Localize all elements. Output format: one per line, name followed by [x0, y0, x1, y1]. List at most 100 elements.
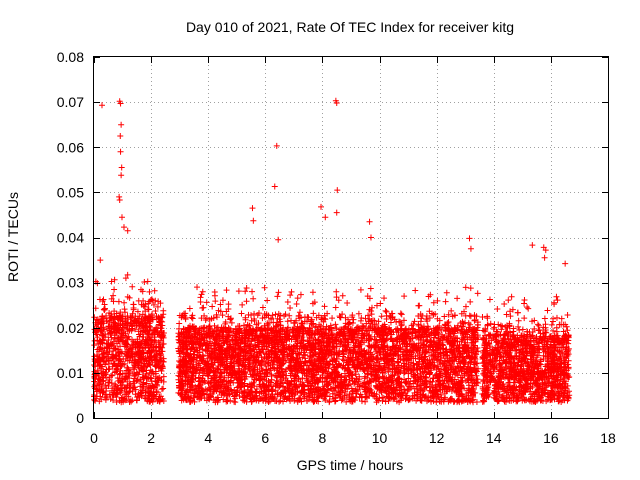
- data-point: [114, 375, 121, 382]
- data-point: [125, 393, 132, 400]
- data-point: [156, 344, 163, 351]
- data-point: [108, 387, 115, 394]
- data-point: [152, 297, 159, 304]
- data-point: [146, 288, 153, 295]
- data-point: [138, 301, 145, 308]
- data-point: [99, 298, 106, 305]
- data-point: [126, 381, 133, 388]
- data-point: [339, 292, 346, 299]
- data-point: [136, 359, 143, 366]
- data-point: [130, 364, 137, 371]
- data-point: [115, 298, 122, 305]
- data-point: [112, 369, 119, 376]
- data-point: [467, 298, 474, 305]
- data-point: [91, 342, 98, 349]
- data-point: [125, 333, 132, 340]
- data-point: [235, 288, 242, 295]
- data-point: [443, 289, 450, 296]
- data-point: [155, 377, 162, 384]
- data-point: [108, 334, 115, 341]
- data-point: [135, 344, 142, 351]
- data-point: [155, 321, 162, 328]
- data-point: [134, 308, 141, 315]
- data-point: [151, 394, 158, 401]
- data-point: [136, 323, 143, 330]
- data-point: [122, 391, 129, 398]
- data-point: [329, 315, 336, 322]
- data-point: [123, 384, 130, 391]
- data-point: [99, 378, 106, 385]
- data-point: [117, 387, 124, 394]
- data-point: [122, 341, 129, 348]
- data-point: [239, 301, 246, 308]
- data-point: [152, 356, 159, 363]
- data-point: [103, 366, 110, 373]
- data-point: [124, 320, 131, 327]
- data-point: [194, 284, 201, 291]
- data-point: [110, 319, 117, 326]
- data-point: [99, 390, 106, 397]
- data-point: [122, 348, 129, 355]
- data-point: [123, 373, 130, 380]
- data-point: [106, 348, 113, 355]
- data-point: [98, 324, 105, 331]
- data-point: [106, 327, 113, 334]
- data-point: [211, 292, 218, 299]
- data-point: [128, 398, 135, 405]
- data-point: [140, 334, 147, 341]
- data-point: [221, 374, 228, 381]
- data-point: [98, 318, 105, 325]
- data-point: [110, 361, 117, 368]
- data-point: [288, 288, 295, 295]
- data-point: [145, 388, 152, 395]
- data-point: [152, 307, 159, 314]
- data-point: [108, 295, 115, 302]
- data-point: [146, 369, 153, 376]
- data-point: [128, 320, 135, 327]
- data-point: [294, 295, 301, 302]
- data-point: [158, 348, 165, 355]
- data-point: [398, 311, 405, 318]
- data-point: [91, 378, 98, 385]
- data-point: [118, 313, 125, 320]
- data-point: [120, 328, 127, 335]
- data-point: [199, 288, 206, 295]
- data-point: [309, 289, 316, 296]
- data-point: [397, 310, 404, 317]
- data-point: [157, 318, 164, 325]
- data-point: [115, 334, 122, 341]
- data-point: [100, 306, 107, 313]
- data-point: [111, 313, 118, 320]
- data-point: [95, 357, 102, 364]
- data-point: [115, 326, 122, 333]
- data-point: [145, 313, 152, 320]
- data-point: [119, 381, 126, 388]
- data-point: [151, 354, 158, 361]
- data-point: [136, 354, 143, 361]
- data-point: [337, 314, 344, 321]
- data-point: [200, 304, 207, 311]
- data-point: [114, 325, 121, 332]
- data-point: [133, 369, 140, 376]
- data-point: [142, 308, 149, 315]
- data-point: [111, 360, 118, 367]
- data-point: [157, 318, 164, 325]
- data-point: [107, 395, 114, 402]
- data-point: [120, 332, 127, 339]
- data-point: [209, 303, 216, 310]
- data-point: [141, 341, 148, 348]
- data-point: [132, 326, 139, 333]
- data-point: [145, 300, 152, 307]
- data-point: [157, 343, 164, 350]
- data-point: [293, 300, 300, 307]
- data-point: [121, 299, 128, 306]
- data-point: [454, 295, 461, 302]
- data-point: [137, 286, 144, 293]
- data-point: [138, 340, 145, 347]
- data-point: [127, 353, 134, 360]
- data-point: [441, 313, 448, 320]
- data-points: [91, 97, 573, 406]
- data-point: [387, 319, 394, 326]
- data-point: [129, 283, 136, 290]
